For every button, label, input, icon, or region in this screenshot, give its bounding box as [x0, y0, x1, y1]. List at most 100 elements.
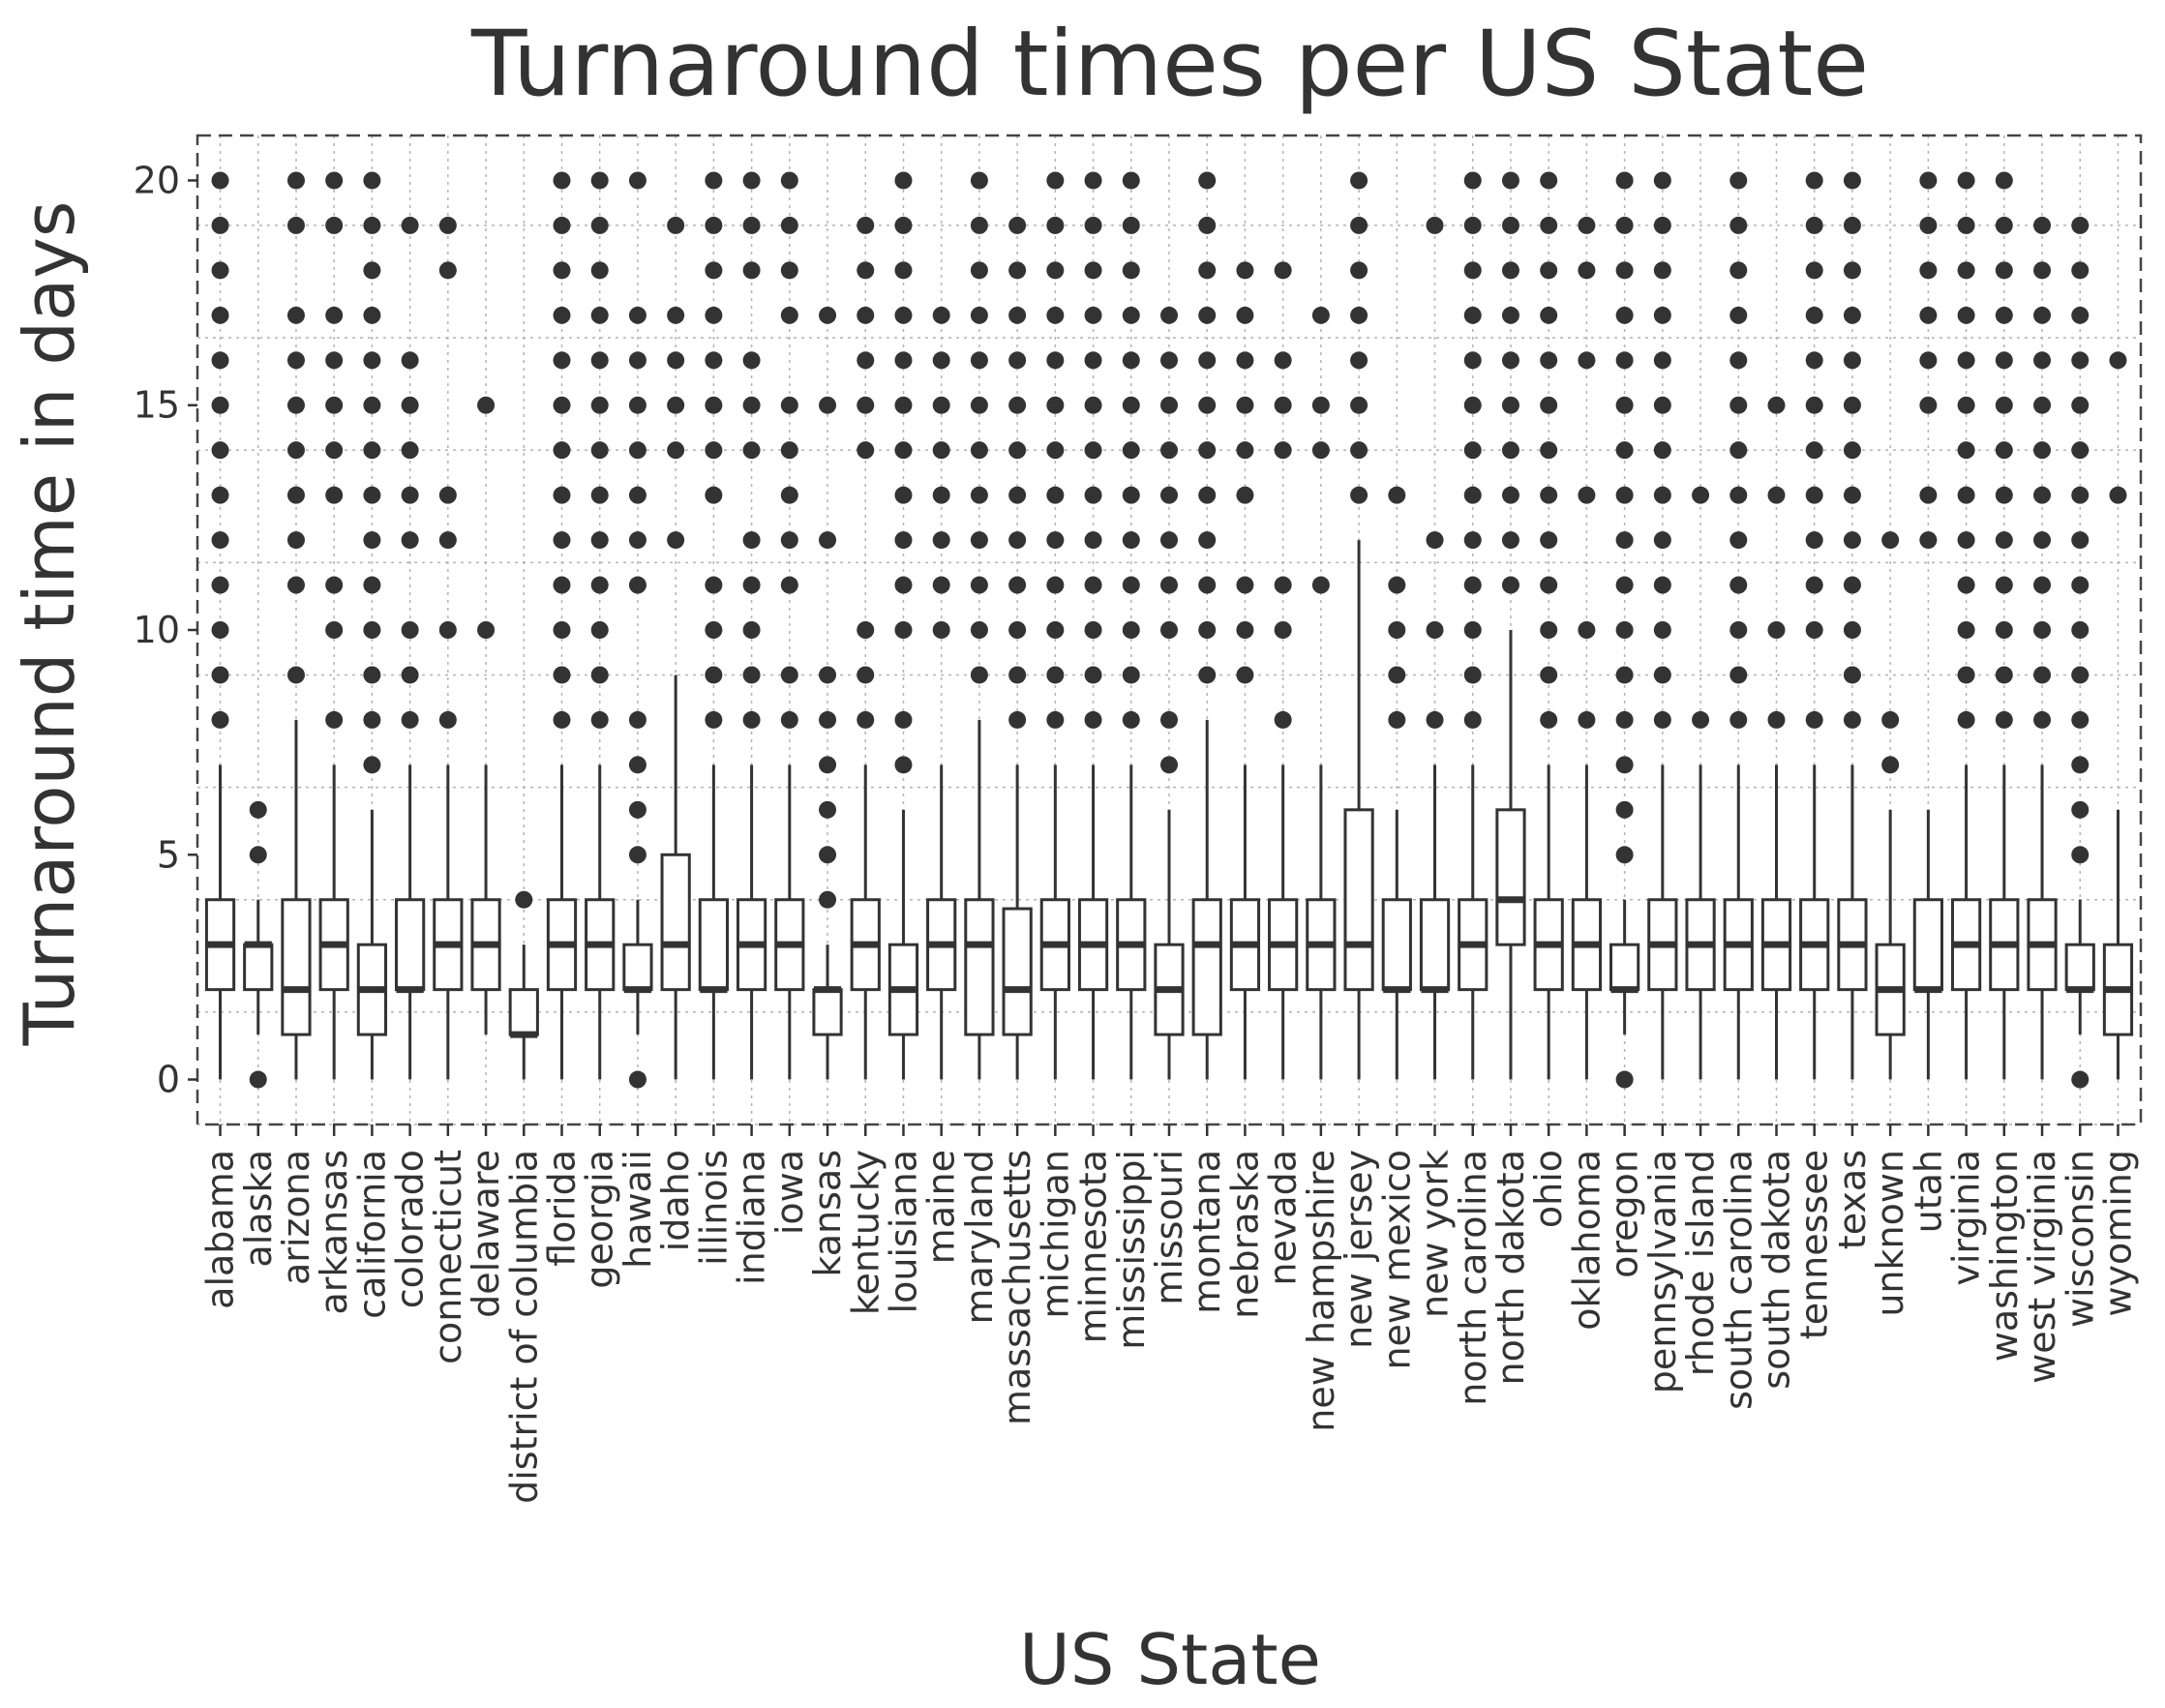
- box-kansas: [812, 306, 843, 1080]
- outlier-point: [553, 486, 571, 504]
- outlier-point: [1122, 261, 1140, 280]
- outlier-point: [1540, 171, 1558, 190]
- outlier-point: [438, 261, 457, 280]
- outlier-point: [401, 531, 419, 550]
- outlier-point: [780, 216, 798, 234]
- outlier-point: [2033, 261, 2052, 280]
- outlier-point: [211, 666, 229, 684]
- outlier-point: [1919, 486, 1938, 504]
- outlier-point: [1843, 351, 1861, 370]
- outlier-point: [1236, 621, 1254, 639]
- x-tick-label: virginia: [1945, 1150, 1988, 1286]
- outlier-point: [2071, 756, 2090, 774]
- outlier-point: [2071, 621, 2090, 639]
- outlier-point: [553, 441, 571, 460]
- outlier-point: [742, 261, 761, 280]
- outlier-point: [742, 171, 761, 190]
- outlier-point: [1729, 171, 1748, 190]
- outlier-point: [1008, 576, 1027, 594]
- outlier-point: [1463, 576, 1482, 594]
- outlier-point: [1653, 171, 1671, 190]
- outlier-point: [2071, 351, 2090, 370]
- outlier-point: [857, 621, 875, 639]
- outlier-point: [1463, 441, 1482, 460]
- outlier-point: [1615, 306, 1634, 324]
- outlier-point: [1729, 351, 1748, 370]
- x-tick-label: maine: [920, 1150, 963, 1264]
- outlier-point: [742, 710, 761, 729]
- outlier-point: [780, 666, 798, 684]
- outlier-point: [286, 216, 305, 234]
- outlier-point: [970, 621, 988, 639]
- outlier-point: [286, 171, 305, 190]
- outlier-point: [1236, 306, 1254, 324]
- outlier-point: [1122, 666, 1140, 684]
- outlier-point: [628, 306, 646, 324]
- outlier-point: [1122, 576, 1140, 594]
- outlier-point: [1995, 171, 2013, 190]
- box-alabama: [204, 171, 236, 1080]
- y-tick-label: 5: [157, 833, 180, 876]
- outlier-point: [894, 621, 913, 639]
- outlier-point: [705, 351, 723, 370]
- outlier-point: [780, 441, 798, 460]
- box-wyoming: [2102, 351, 2134, 1080]
- outlier-point: [1008, 351, 1027, 370]
- outlier-point: [1046, 531, 1065, 550]
- outlier-point: [857, 261, 875, 280]
- outlier-point: [894, 216, 913, 234]
- outlier-point: [894, 306, 913, 324]
- outlier-point: [1957, 486, 1975, 504]
- outlier-point: [1198, 531, 1217, 550]
- outlier-point: [1919, 216, 1938, 234]
- box-oregon: [1609, 171, 1640, 1089]
- outlier-point: [1236, 396, 1254, 414]
- outlier-point: [363, 396, 381, 414]
- outlier-point: [742, 351, 761, 370]
- outlier-point: [932, 396, 950, 414]
- outlier-point: [325, 216, 344, 234]
- outlier-point: [1046, 351, 1065, 370]
- box-delaware: [470, 396, 501, 1035]
- box-virginia: [1950, 171, 1982, 1080]
- x-tick-label: alaska: [237, 1150, 280, 1268]
- outlier-point: [1236, 351, 1254, 370]
- outlier-point: [1008, 621, 1027, 639]
- outlier-point: [628, 756, 646, 774]
- outlier-point: [553, 261, 571, 280]
- x-tick-label: arkansas: [313, 1150, 355, 1315]
- x-tick-label: arizona: [275, 1150, 317, 1285]
- x-tick-label: north dakota: [1489, 1150, 1532, 1386]
- outlier-point: [1160, 396, 1178, 414]
- x-tick-label: utah: [1907, 1150, 1949, 1233]
- outlier-point: [1501, 261, 1519, 280]
- box-alaska: [243, 800, 274, 1089]
- box-minnesota: [1077, 171, 1109, 1080]
- outlier-point: [1957, 396, 1975, 414]
- box-iqr: [243, 943, 274, 992]
- outlier-point: [1350, 396, 1368, 414]
- outlier-point: [363, 351, 381, 370]
- outlier-point: [1995, 576, 2013, 594]
- outlier-point: [628, 531, 646, 550]
- outlier-point: [363, 710, 381, 729]
- box-hawaii: [622, 171, 653, 1089]
- outlier-point: [1084, 441, 1102, 460]
- outlier-point: [1501, 171, 1519, 190]
- outlier-point: [1463, 666, 1482, 684]
- outlier-point: [1122, 351, 1140, 370]
- outlier-point: [1615, 666, 1634, 684]
- outlier-point: [590, 351, 609, 370]
- outlier-point: [1540, 576, 1558, 594]
- box-iqr: [660, 853, 691, 992]
- outlier-point: [1957, 710, 1975, 729]
- outlier-point: [1122, 710, 1140, 729]
- box-iqr: [1191, 898, 1222, 1036]
- outlier-point: [2071, 710, 2090, 729]
- outlier-point: [1084, 710, 1102, 729]
- outlier-point: [1463, 710, 1482, 729]
- outlier-point: [286, 396, 305, 414]
- outlier-point: [1350, 351, 1368, 370]
- outlier-point: [894, 261, 913, 280]
